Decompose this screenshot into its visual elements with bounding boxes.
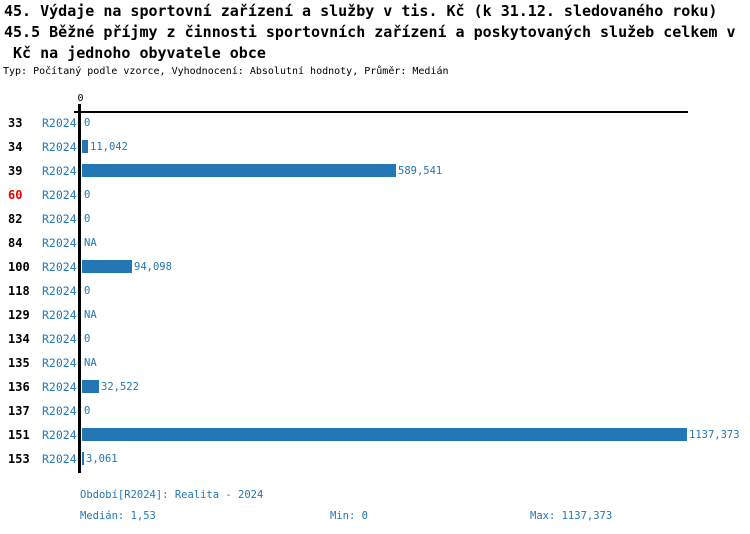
row-id-label: 135 (8, 356, 30, 370)
period-caption: Období[R2024]: Realita - 2024 (80, 489, 264, 501)
row-period-label: R2024 (42, 380, 77, 394)
bar-value-label: 0 (84, 405, 91, 417)
row-period-label: R2024 (42, 212, 77, 226)
row-id-label: 134 (8, 332, 30, 346)
x-axis-line (74, 111, 688, 113)
row-period-label: R2024 (42, 260, 77, 274)
bar-value-label: 94,098 (134, 261, 172, 273)
chart-title-line2: 45.5 Běžné příjmy z činnosti sportovních… (4, 23, 736, 41)
row-id-label: 34 (8, 140, 23, 154)
median-stat: Medián: 1,53 (80, 510, 156, 522)
row-period-label: R2024 (42, 308, 77, 322)
row-id-label: 118 (8, 284, 30, 298)
chart-title-line1: 45. Výdaje na sportovní zařízení a služb… (4, 2, 718, 20)
bar-value-label: 0 (84, 189, 91, 201)
bar (82, 140, 88, 153)
bar-value-label: 589,541 (398, 165, 443, 177)
row-id-label: 39 (8, 164, 23, 178)
row-id-label: 33 (8, 116, 23, 130)
chart-title-line3: Kč na jednoho obyvatele obce (4, 44, 266, 62)
bar-value-label: NA (84, 357, 97, 369)
bar-value-label: 11,042 (90, 141, 128, 153)
row-period-label: R2024 (42, 140, 77, 154)
bar-value-label: 0 (84, 333, 91, 345)
bar-value-label: 0 (84, 213, 91, 225)
row-id-label: 151 (8, 428, 30, 442)
row-period-label: R2024 (42, 332, 77, 346)
row-id-label: 136 (8, 380, 30, 394)
row-id-label: 153 (8, 452, 30, 466)
row-period-label: R2024 (42, 452, 77, 466)
chart-subtitle: Typ: Počítaný podle vzorce, Vyhodnocení:… (3, 66, 449, 77)
bar-value-label: 0 (84, 285, 91, 297)
row-id-label: 129 (8, 308, 30, 322)
bar (82, 380, 99, 393)
row-period-label: R2024 (42, 116, 77, 130)
y-axis-line (78, 104, 81, 473)
bar (82, 428, 687, 441)
row-id-label: 137 (8, 404, 30, 418)
bar-value-label: NA (84, 237, 97, 249)
bar (82, 452, 84, 465)
row-period-label: R2024 (42, 428, 77, 442)
bar-value-label: 32,522 (101, 381, 139, 393)
bar-value-label: 1137,373 (689, 429, 740, 441)
row-id-label: 100 (8, 260, 30, 274)
bar-value-label: 0 (84, 117, 91, 129)
row-period-label: R2024 (42, 284, 77, 298)
bar-value-label: 3,061 (86, 453, 118, 465)
bar (82, 260, 132, 273)
row-id-label: 60 (8, 188, 23, 202)
x-axis-zero-tick-label: 0 (77, 93, 84, 104)
row-period-label: R2024 (42, 164, 77, 178)
row-period-label: R2024 (42, 356, 77, 370)
row-id-label: 84 (8, 236, 23, 250)
row-period-label: R2024 (42, 404, 77, 418)
row-period-label: R2024 (42, 236, 77, 250)
min-stat: Min: 0 (330, 510, 368, 522)
max-stat: Max: 1137,373 (530, 510, 613, 522)
bar (82, 164, 396, 177)
row-period-label: R2024 (42, 188, 77, 202)
row-id-label: 82 (8, 212, 23, 226)
bar-value-label: NA (84, 309, 97, 321)
